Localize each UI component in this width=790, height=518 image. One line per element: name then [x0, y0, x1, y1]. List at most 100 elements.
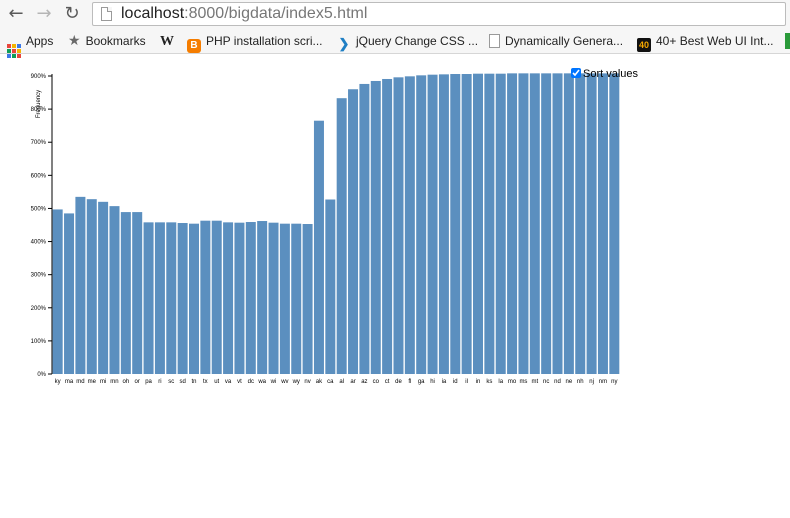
bar: [109, 206, 120, 374]
bookmark-wikipedia[interactable]: W: [160, 33, 180, 49]
back-arrow-icon[interactable]: ←: [8, 3, 24, 24]
x-tick-label: sc: [168, 379, 174, 385]
star-icon: ★: [68, 33, 81, 49]
bar: [541, 73, 552, 375]
x-tick-label: mi: [100, 379, 106, 385]
x-tick-label: va: [225, 379, 232, 385]
page-icon: [101, 7, 112, 21]
bar: [64, 213, 75, 374]
bookmark-dynamically-generate[interactable]: Dynamically Genera...: [489, 33, 623, 49]
bar: [86, 199, 97, 374]
y-tick-label: 700%: [31, 140, 47, 146]
x-tick-label: al: [339, 379, 344, 385]
x-tick-label: wv: [280, 379, 288, 385]
x-tick-label: ms: [519, 379, 527, 385]
bar: [359, 83, 370, 375]
bar: [461, 74, 472, 374]
bar: [529, 73, 540, 375]
blogger-icon: B: [187, 39, 201, 53]
x-tick-label: ar: [350, 379, 355, 385]
x-tick-label: or: [135, 379, 140, 385]
y-tick-label: 500%: [31, 206, 47, 212]
address-bar[interactable]: localhost:8000/bigdata/index5.html: [92, 2, 786, 26]
x-tick-label: ct: [385, 379, 390, 385]
x-tick-label: az: [361, 379, 367, 385]
x-tick-label: ks: [486, 379, 492, 385]
sort-values-checkbox[interactable]: [571, 68, 581, 78]
bar: [279, 223, 290, 374]
bar: [211, 220, 222, 374]
y-tick-label: 300%: [31, 273, 47, 279]
bar: [382, 78, 393, 375]
bar: [495, 73, 506, 374]
x-tick-label: pa: [145, 379, 152, 385]
bar: [563, 73, 574, 375]
x-tick-label: il: [465, 379, 468, 385]
bar: [393, 77, 404, 374]
bar: [507, 73, 518, 375]
x-tick-label: ma: [65, 379, 74, 385]
bar: [189, 223, 199, 374]
bookmark-best-web-ui[interactable]: 40 40+ Best Web UI Int...: [637, 34, 774, 52]
bar: [257, 221, 268, 374]
x-tick-label: mt: [531, 379, 538, 385]
x-tick-label: fl: [408, 379, 411, 385]
x-tick-label: id: [453, 379, 458, 385]
y-tick-label: 900%: [31, 74, 47, 80]
y-axis-label: Frequency: [36, 90, 42, 118]
bar: [450, 74, 461, 374]
x-tick-label: vt: [237, 379, 242, 385]
y-tick-label: 0%: [37, 372, 46, 378]
sort-values-toggle[interactable]: Sort values: [571, 68, 638, 80]
reload-icon[interactable]: ↻: [64, 3, 80, 24]
bar: [552, 73, 563, 375]
bookmark-apps[interactable]: Apps: [7, 33, 53, 58]
bookmark-jquery-change-css[interactable]: ❯ jQuery Change CSS ...: [338, 34, 479, 51]
bar: [234, 222, 245, 374]
bar: [518, 73, 529, 375]
bookmark-overflow-icon[interactable]: [785, 33, 790, 49]
bar: [575, 73, 586, 375]
x-tick-label: nv: [304, 379, 310, 385]
x-tick-label: mo: [508, 379, 517, 385]
x-tick-label: wi: [270, 379, 277, 385]
x-tick-label: wa: [257, 379, 266, 385]
x-tick-label: nj: [589, 379, 594, 385]
bar: [586, 73, 597, 375]
x-tick-label: ia: [442, 379, 447, 385]
bar: [416, 75, 427, 375]
x-tick-label: tn: [191, 379, 196, 385]
x-tick-label: nh: [577, 379, 584, 385]
bar: [348, 89, 359, 374]
bar: [120, 212, 131, 374]
forty-icon: 40: [637, 38, 651, 52]
y-tick-label: 600%: [31, 173, 47, 179]
apps-grid-icon: [7, 44, 21, 58]
bar: [132, 212, 143, 374]
x-tick-label: oh: [122, 379, 129, 385]
bookmark-bookmarks[interactable]: ★ Bookmarks: [68, 33, 146, 49]
bar: [609, 73, 620, 375]
bookmark-php-installation[interactable]: B PHP installation scri...: [187, 33, 323, 53]
x-tick-label: ny: [611, 379, 617, 385]
bar: [268, 222, 279, 374]
x-tick-label: de: [395, 379, 402, 385]
bar: [177, 223, 188, 374]
x-tick-label: wy: [292, 379, 300, 385]
x-tick-label: nd: [554, 379, 561, 385]
x-tick-label: in: [476, 379, 481, 385]
bar: [336, 98, 347, 374]
url-text: localhost:8000/bigdata/index5.html: [121, 5, 368, 22]
bar: [313, 120, 324, 374]
bar: [291, 223, 302, 374]
forward-arrow-icon[interactable]: →: [36, 3, 52, 24]
x-tick-label: dc: [248, 379, 254, 385]
x-tick-label: ne: [566, 379, 573, 385]
bar: [597, 73, 608, 375]
x-tick-label: ri: [158, 379, 161, 385]
bar-chart: 0% 100% 200% 300% 400% 500% 600% 700% 800% 900% Fr…: [31, 73, 620, 385]
x-tick-label: ak: [316, 379, 323, 385]
bar: [166, 222, 177, 374]
x-tick-label: ca: [327, 379, 334, 385]
x-tick-label: hi: [430, 379, 435, 385]
